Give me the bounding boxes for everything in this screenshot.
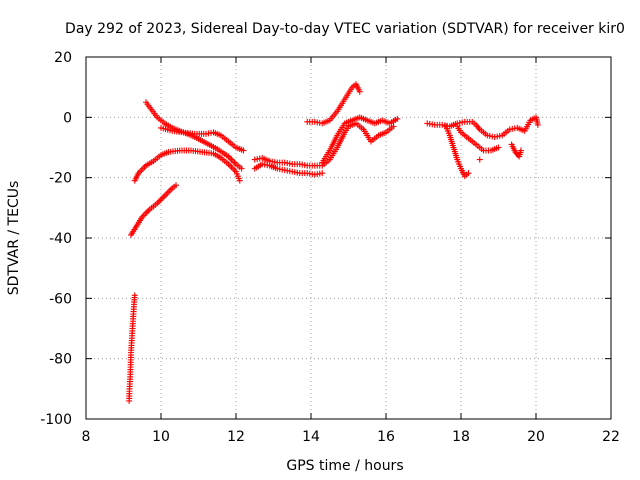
data-point: [161, 192, 168, 199]
x-tick-label: 14: [302, 429, 320, 445]
data-point: [158, 195, 165, 202]
data-point: [131, 292, 138, 299]
y-tick-labels: -100 -80 -60 -40 -20 0 20: [40, 50, 72, 428]
data-point: [155, 198, 162, 205]
y-tick-label: -20: [49, 171, 72, 187]
data-point: [142, 210, 149, 217]
data-point: [356, 88, 363, 95]
x-tick-label: 16: [377, 429, 395, 445]
chart-title: Day 292 of 2023, Sidereal Day-to-day VTE…: [65, 21, 625, 37]
data-point: [476, 156, 483, 163]
data-point: [465, 170, 472, 177]
y-axis-label: SDTVAR / TECUs: [6, 181, 22, 296]
data-point: [319, 170, 326, 177]
data-point: [173, 182, 179, 189]
x-tick-labels: 8 10 12 14 16 18 20 22: [82, 429, 620, 445]
data-point: [534, 121, 541, 128]
data-point: [394, 115, 401, 122]
data-point: [495, 144, 502, 151]
x-tick-label: 22: [602, 429, 620, 445]
x-tick-label: 20: [527, 429, 545, 445]
y-tick-label: -100: [40, 412, 72, 428]
plot-frame: [85, 56, 612, 420]
y-tick-label: -60: [49, 291, 72, 307]
data-point: [163, 191, 170, 198]
y-tick-label: 0: [63, 110, 72, 126]
y-tick-label: 20: [54, 50, 72, 66]
data-point: [140, 165, 146, 172]
data-point: [390, 123, 397, 130]
data-point: [238, 165, 245, 172]
data-point: [228, 164, 235, 171]
data-point: [166, 188, 173, 195]
data-point: [240, 147, 247, 154]
data-point: [230, 165, 236, 172]
x-axis-label: GPS time / hours: [286, 458, 403, 474]
data-point: [227, 162, 233, 169]
data-point: [230, 158, 236, 165]
x-tick-label: 12: [227, 429, 245, 445]
axis-ticks: [85, 56, 612, 420]
data-point: [143, 209, 150, 216]
data-point: [228, 156, 235, 163]
data-points: [126, 81, 541, 404]
x-tick-label: 8: [82, 429, 91, 445]
data-point: [157, 197, 164, 204]
y-tick-label: -40: [49, 231, 72, 247]
data-point: [518, 147, 524, 154]
data-point: [145, 207, 152, 214]
data-point: [138, 167, 145, 174]
x-tick-label: 10: [152, 429, 170, 445]
data-point: [160, 194, 167, 201]
grid-lines: [86, 57, 611, 419]
data-point: [167, 186, 174, 193]
data-point: [164, 189, 171, 196]
data-point: [231, 159, 238, 166]
data-point: [236, 177, 243, 184]
x-tick-label: 18: [452, 429, 470, 445]
data-point: [227, 155, 233, 162]
y-tick-label: -80: [49, 352, 72, 368]
